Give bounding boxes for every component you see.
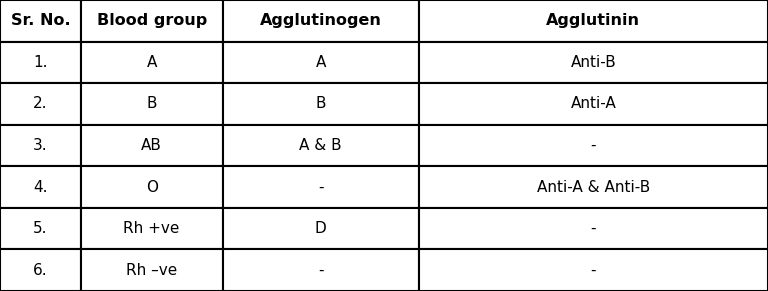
Bar bbox=[0, 125, 81, 166]
Text: 5.: 5. bbox=[33, 221, 48, 236]
Bar bbox=[419, 0, 768, 42]
Bar bbox=[419, 249, 768, 291]
Bar bbox=[0, 249, 81, 291]
Text: -: - bbox=[318, 263, 323, 278]
Text: Sr. No.: Sr. No. bbox=[11, 13, 70, 28]
Bar bbox=[419, 125, 768, 166]
Bar bbox=[223, 83, 419, 125]
Bar bbox=[223, 42, 419, 83]
Bar bbox=[81, 125, 223, 166]
Bar bbox=[81, 249, 223, 291]
Bar bbox=[223, 166, 419, 208]
Text: O: O bbox=[146, 180, 157, 195]
Bar bbox=[81, 208, 223, 249]
Text: Agglutinogen: Agglutinogen bbox=[260, 13, 382, 28]
Text: Anti-A: Anti-A bbox=[571, 96, 616, 111]
Bar bbox=[0, 166, 81, 208]
Text: 1.: 1. bbox=[33, 55, 48, 70]
Text: 6.: 6. bbox=[33, 263, 48, 278]
Bar bbox=[223, 249, 419, 291]
Bar bbox=[419, 42, 768, 83]
Bar bbox=[0, 0, 81, 42]
Bar bbox=[0, 42, 81, 83]
Text: A: A bbox=[147, 55, 157, 70]
Text: AB: AB bbox=[141, 138, 162, 153]
Text: -: - bbox=[318, 180, 323, 195]
Bar bbox=[0, 83, 81, 125]
Text: Rh +ve: Rh +ve bbox=[124, 221, 180, 236]
Text: 2.: 2. bbox=[33, 96, 48, 111]
Text: B: B bbox=[147, 96, 157, 111]
Text: -: - bbox=[591, 138, 596, 153]
Bar bbox=[81, 42, 223, 83]
Bar bbox=[419, 208, 768, 249]
Text: -: - bbox=[591, 221, 596, 236]
Bar bbox=[81, 0, 223, 42]
Text: A & B: A & B bbox=[300, 138, 342, 153]
Bar bbox=[223, 125, 419, 166]
Text: Agglutinin: Agglutinin bbox=[546, 13, 641, 28]
Bar bbox=[419, 83, 768, 125]
Text: D: D bbox=[315, 221, 326, 236]
Text: 4.: 4. bbox=[33, 180, 48, 195]
Bar bbox=[81, 166, 223, 208]
Text: Anti-A & Anti-B: Anti-A & Anti-B bbox=[537, 180, 650, 195]
Bar bbox=[419, 166, 768, 208]
Text: Rh –ve: Rh –ve bbox=[126, 263, 177, 278]
Bar bbox=[223, 208, 419, 249]
Text: -: - bbox=[591, 263, 596, 278]
Text: A: A bbox=[316, 55, 326, 70]
Text: Anti-B: Anti-B bbox=[571, 55, 616, 70]
Bar bbox=[223, 0, 419, 42]
Bar bbox=[0, 208, 81, 249]
Text: B: B bbox=[316, 96, 326, 111]
Bar bbox=[81, 83, 223, 125]
Text: 3.: 3. bbox=[33, 138, 48, 153]
Text: Blood group: Blood group bbox=[97, 13, 207, 28]
